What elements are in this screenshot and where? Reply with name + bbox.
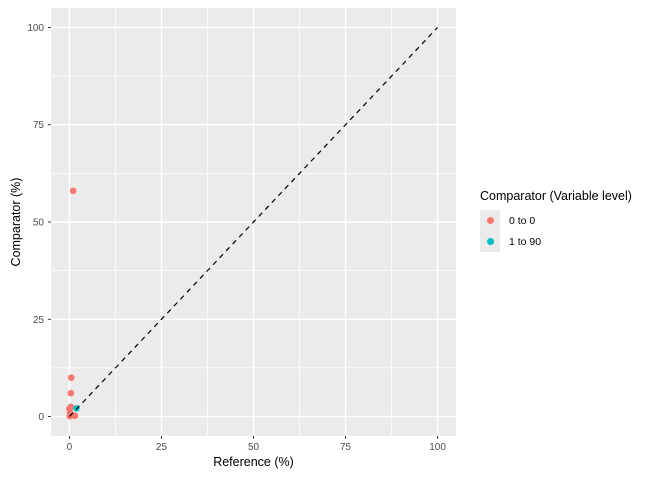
legend-key — [480, 231, 500, 252]
y-tick-label: 0 — [38, 412, 44, 423]
legend-items: 0 to 0 1 to 90 — [480, 210, 632, 252]
data-point-0-to-0 — [67, 374, 75, 381]
x-tick-label: 100 — [429, 442, 446, 453]
x-tick-label: 25 — [156, 442, 168, 453]
y-axis-title: Comparator (%) — [9, 177, 23, 267]
x-axis-title: Reference (%) — [213, 455, 294, 469]
x-tick-label: 50 — [248, 442, 260, 453]
legend-title: Comparator (Variable level) — [480, 189, 632, 203]
legend-item: 1 to 90 — [480, 231, 632, 252]
legend: Comparator (Variable level) 0 to 0 1 to 9… — [480, 189, 632, 252]
data-point-0-to-0 — [67, 389, 75, 397]
legend-point-icon — [486, 217, 494, 224]
legend-point-icon — [486, 238, 494, 245]
legend-item-label: 0 to 0 — [509, 214, 536, 227]
data-point-0-to-0 — [71, 412, 79, 420]
x-tick-label: 0 — [67, 442, 73, 453]
legend-item-label: 1 to 90 — [509, 235, 542, 248]
identity-reference-line — [68, 27, 439, 417]
y-tick-label: 100 — [27, 23, 44, 34]
x-tick-label: 75 — [340, 442, 352, 453]
y-tick-label: 75 — [33, 120, 45, 131]
data-point-0-to-0 — [69, 187, 77, 195]
y-tick-label: 50 — [33, 218, 45, 229]
legend-item: 0 to 0 — [480, 210, 632, 231]
legend-key — [480, 210, 500, 231]
y-tick-label: 25 — [33, 315, 45, 326]
